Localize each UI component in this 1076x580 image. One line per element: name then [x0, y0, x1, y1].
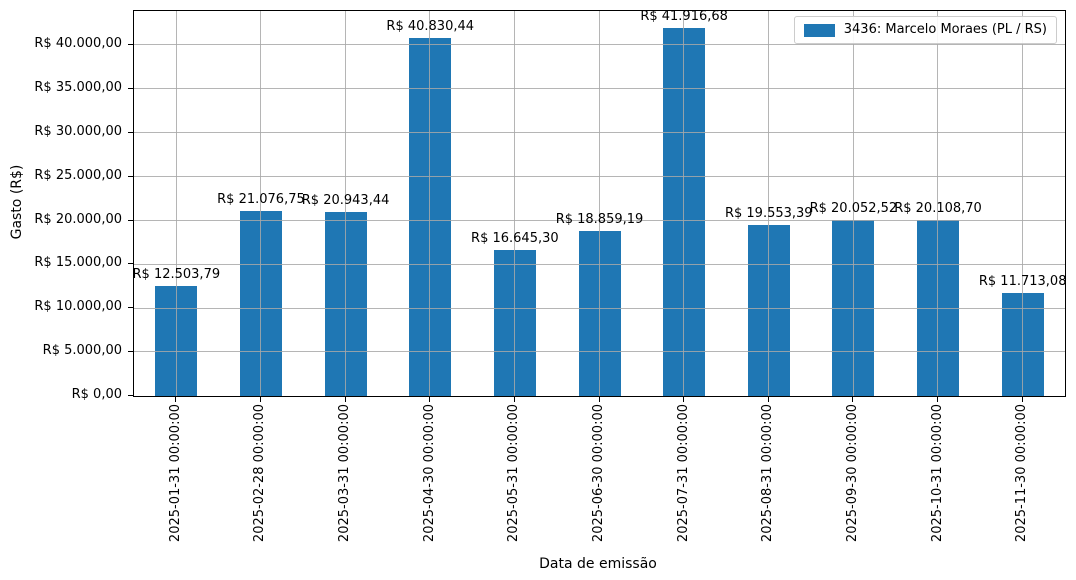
- x-tick-label: 2025-01-31 00:00:00: [167, 404, 183, 543]
- x-tick-label: 2025-05-31 00:00:00: [506, 404, 522, 543]
- x-tick-mark: [598, 396, 600, 402]
- x-tick-mark: [513, 396, 515, 402]
- bar-value-label: R$ 40.830,44: [386, 18, 475, 34]
- y-tick-mark: [128, 44, 133, 46]
- legend-label: 3436: Marcelo Moraes (PL / RS): [843, 22, 1047, 37]
- x-tick-label: 2025-07-31 00:00:00: [675, 404, 691, 543]
- gridline-vertical: [514, 11, 516, 396]
- gridline-vertical: [937, 11, 939, 396]
- gridline-vertical: [260, 11, 262, 396]
- x-tick-mark: [767, 396, 769, 402]
- x-tick-label: 2025-02-28 00:00:00: [252, 404, 268, 543]
- x-tick-mark: [175, 396, 177, 402]
- bar-value-label: R$ 20.052,52: [809, 201, 898, 217]
- gridline-vertical: [598, 11, 600, 396]
- y-tick-label: R$ 15.000,00: [34, 255, 122, 271]
- x-tick-label: 2025-10-31 00:00:00: [929, 404, 945, 543]
- y-tick-label: R$ 35.000,00: [34, 80, 122, 96]
- bar-value-label: R$ 12.503,79: [132, 267, 221, 283]
- y-tick-mark: [128, 175, 133, 177]
- gridline-vertical: [768, 11, 770, 396]
- y-tick-label: R$ 30.000,00: [34, 123, 122, 139]
- bar-value-label: R$ 20.108,70: [894, 200, 982, 216]
- x-tick-mark: [852, 396, 854, 402]
- y-tick-label: R$ 25.000,00: [34, 167, 122, 183]
- y-tick-mark: [128, 395, 133, 396]
- gridline-vertical: [852, 11, 854, 396]
- x-tick-label: 2025-11-30 00:00:00: [1014, 404, 1030, 543]
- bar-value-label: R$ 21.076,75: [217, 192, 305, 208]
- y-tick-mark: [128, 263, 133, 265]
- y-tick-mark: [128, 131, 133, 133]
- x-tick-label: 2025-06-30 00:00:00: [591, 404, 606, 543]
- x-tick-mark: [429, 396, 431, 402]
- x-tick-label: 2025-03-31 00:00:00: [337, 404, 353, 543]
- gridline-vertical: [683, 11, 685, 396]
- x-tick-label: 2025-08-31 00:00:00: [760, 404, 776, 543]
- y-tick-label: R$ 0,00: [71, 387, 122, 402]
- y-tick-label: R$ 5.000,00: [42, 343, 122, 359]
- legend: 3436: Marcelo Moraes (PL / RS): [793, 16, 1057, 44]
- gridline-vertical: [344, 11, 346, 396]
- legend-swatch-icon: [803, 23, 835, 37]
- x-tick-label: 2025-09-30 00:00:00: [844, 404, 860, 543]
- y-tick-mark: [128, 219, 133, 221]
- x-axis-title: Data de emissão: [539, 556, 657, 572]
- x-tick-mark: [344, 396, 346, 402]
- gridline-vertical: [429, 11, 431, 396]
- x-tick-mark: [937, 396, 939, 402]
- y-tick-label: R$ 40.000,00: [34, 36, 122, 52]
- y-tick-mark: [128, 351, 133, 353]
- bar-value-label: R$ 19.553,39: [724, 205, 813, 221]
- bar-value-label: R$ 41.916,68: [640, 9, 728, 25]
- x-tick-mark: [259, 396, 261, 402]
- y-tick-mark: [128, 307, 133, 309]
- x-tick-mark: [1021, 396, 1023, 402]
- y-tick-label: R$ 20.000,00: [34, 211, 122, 227]
- x-tick-mark: [683, 396, 685, 402]
- plot-area: R$ 12.503,79 R$ 21.076,75 R$ 20.943,44 R$ 4…: [132, 9, 1067, 397]
- gridline-vertical: [1021, 11, 1023, 396]
- bar-value-label: R$ 18.859,19: [555, 211, 644, 227]
- bar-value-label: R$ 11.713,08: [978, 274, 1067, 290]
- bar-value-label: R$ 16.645,30: [471, 231, 559, 247]
- bar-value-label: R$ 20.943,44: [301, 193, 390, 209]
- gridline-vertical: [175, 11, 177, 396]
- y-tick-label: R$ 10.000,00: [34, 299, 122, 315]
- y-tick-mark: [128, 88, 133, 90]
- x-tick-label: 2025-04-30 00:00:00: [421, 404, 437, 543]
